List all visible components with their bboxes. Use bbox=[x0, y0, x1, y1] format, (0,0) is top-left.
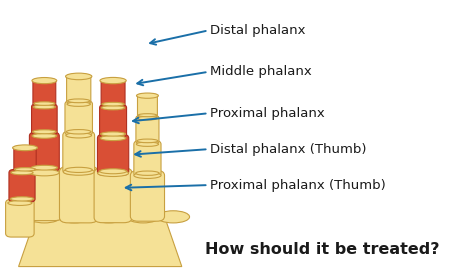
Ellipse shape bbox=[58, 211, 91, 223]
Text: Middle phalanx: Middle phalanx bbox=[210, 65, 311, 78]
FancyBboxPatch shape bbox=[137, 94, 157, 117]
FancyBboxPatch shape bbox=[130, 170, 164, 221]
Ellipse shape bbox=[67, 102, 91, 106]
FancyBboxPatch shape bbox=[26, 167, 63, 221]
Ellipse shape bbox=[33, 105, 55, 109]
Ellipse shape bbox=[33, 130, 56, 134]
FancyBboxPatch shape bbox=[6, 199, 34, 237]
FancyBboxPatch shape bbox=[100, 105, 127, 137]
Ellipse shape bbox=[100, 132, 126, 136]
FancyBboxPatch shape bbox=[59, 166, 98, 223]
FancyBboxPatch shape bbox=[29, 132, 59, 172]
Ellipse shape bbox=[137, 142, 158, 146]
Ellipse shape bbox=[137, 116, 157, 120]
FancyBboxPatch shape bbox=[63, 131, 95, 174]
Text: Distal phalanx (Thumb): Distal phalanx (Thumb) bbox=[210, 143, 366, 156]
Ellipse shape bbox=[28, 211, 61, 223]
Ellipse shape bbox=[66, 129, 91, 134]
Ellipse shape bbox=[34, 102, 55, 105]
Polygon shape bbox=[18, 217, 182, 266]
Text: Distal phalanx: Distal phalanx bbox=[210, 24, 305, 37]
Ellipse shape bbox=[138, 114, 157, 117]
Ellipse shape bbox=[13, 145, 37, 151]
Ellipse shape bbox=[92, 211, 125, 223]
FancyBboxPatch shape bbox=[134, 141, 161, 177]
Ellipse shape bbox=[8, 201, 32, 205]
Ellipse shape bbox=[15, 168, 36, 171]
Ellipse shape bbox=[66, 133, 91, 138]
Ellipse shape bbox=[65, 167, 92, 172]
Ellipse shape bbox=[29, 169, 59, 176]
FancyBboxPatch shape bbox=[65, 101, 92, 135]
Ellipse shape bbox=[11, 170, 33, 175]
Ellipse shape bbox=[32, 134, 56, 138]
Ellipse shape bbox=[98, 170, 128, 177]
Ellipse shape bbox=[100, 77, 126, 84]
FancyBboxPatch shape bbox=[98, 134, 129, 175]
Ellipse shape bbox=[134, 172, 161, 179]
Ellipse shape bbox=[137, 93, 158, 98]
Ellipse shape bbox=[127, 211, 159, 223]
Ellipse shape bbox=[63, 169, 94, 175]
Text: Proximal phalanx: Proximal phalanx bbox=[210, 107, 325, 120]
FancyBboxPatch shape bbox=[14, 146, 36, 172]
Ellipse shape bbox=[10, 197, 34, 201]
FancyBboxPatch shape bbox=[94, 168, 132, 223]
FancyBboxPatch shape bbox=[33, 79, 56, 106]
Ellipse shape bbox=[68, 99, 90, 103]
Text: How should it be treated?: How should it be treated? bbox=[205, 242, 440, 258]
Ellipse shape bbox=[102, 102, 124, 106]
FancyBboxPatch shape bbox=[136, 116, 159, 144]
FancyBboxPatch shape bbox=[101, 79, 125, 107]
Ellipse shape bbox=[32, 78, 57, 84]
Text: Proximal phalanx (Thumb): Proximal phalanx (Thumb) bbox=[210, 179, 385, 192]
Ellipse shape bbox=[157, 211, 190, 223]
FancyBboxPatch shape bbox=[32, 104, 57, 135]
Ellipse shape bbox=[100, 169, 127, 174]
Ellipse shape bbox=[100, 136, 126, 141]
Ellipse shape bbox=[65, 73, 92, 80]
Ellipse shape bbox=[136, 171, 159, 175]
Ellipse shape bbox=[31, 165, 57, 170]
Ellipse shape bbox=[137, 139, 158, 143]
Ellipse shape bbox=[101, 106, 125, 110]
FancyBboxPatch shape bbox=[67, 74, 91, 104]
FancyBboxPatch shape bbox=[9, 170, 35, 202]
